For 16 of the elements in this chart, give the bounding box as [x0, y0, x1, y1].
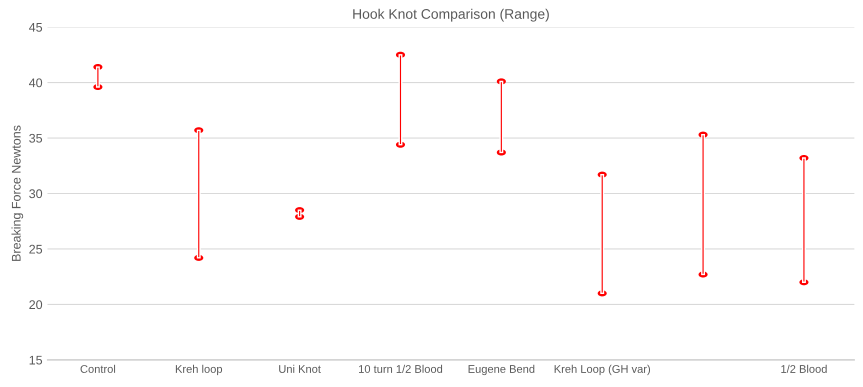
x-tick-label: Control [80, 364, 116, 373]
y-tick-label: 25 [29, 244, 42, 254]
x-tick-label: Kreh loop [176, 364, 222, 376]
y-tick-label: 35 [29, 134, 42, 143]
x-tick-label: 10 turn 1/2 Blood [359, 364, 442, 373]
y-tick-label: 30 [29, 189, 42, 198]
y-tick-label: 15 [30, 356, 42, 365]
y-tick-label: 20 [29, 300, 42, 310]
x-tick-label: Uni Knot [279, 364, 321, 373]
chart-title: Hook Knot Comparison (Range) [353, 8, 549, 22]
y-axis-title: Breaking Force Newtons [11, 126, 24, 261]
x-tick-label: Kreh Loop (GH var) [554, 364, 650, 376]
x-tick-label: Eugene Bend [468, 364, 534, 376]
x-tick-label: 1/2 Blood [781, 364, 827, 373]
y-tick-label: 45 [28, 23, 42, 32]
y-tick-label: 40 [28, 78, 42, 88]
